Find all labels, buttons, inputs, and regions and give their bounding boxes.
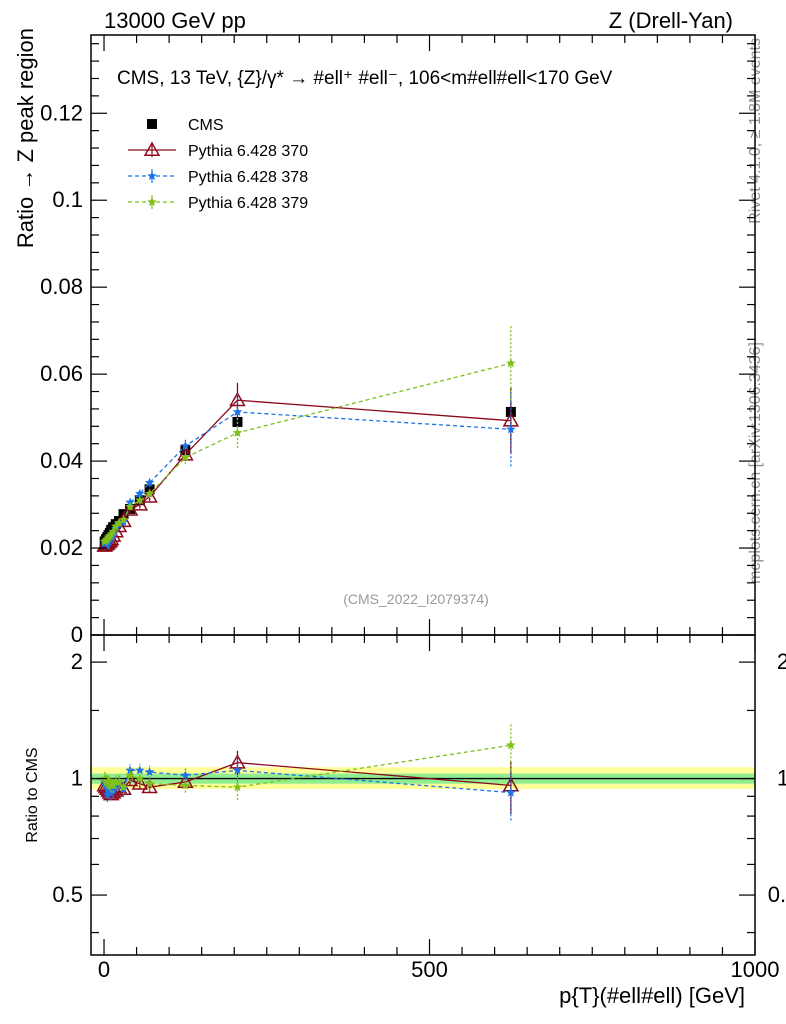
ratio-series-2-point <box>144 778 155 788</box>
main-series-1-point <box>131 496 149 511</box>
main-x-ticks <box>103 35 756 635</box>
x-axis-label: p{T}(#ell#ell) [GeV] <box>559 983 745 1008</box>
main-series-1-point <box>115 512 132 528</box>
ratio-y-tick-label-right: 0.5 <box>768 882 786 907</box>
main-y-tick-label: 0.02 <box>40 535 83 560</box>
legend: CMS Pythia 6.428 370 Pythia 6.428 378 Pythi… <box>128 117 308 212</box>
main-series-1-line <box>104 399 511 547</box>
main-series-3-point <box>114 517 124 527</box>
main-y-tick-label: 0.08 <box>40 274 83 299</box>
main-y-label: Ratio → Z peak region <box>13 28 38 248</box>
ratio-y-tick-label-right: 1 <box>777 766 786 791</box>
main-series-2-point <box>135 488 145 498</box>
main-y-tick-label: 0.1 <box>52 187 83 212</box>
legend-label-3: Pythia 6.428 379 <box>188 195 308 212</box>
x-tick-label: 0 <box>98 957 110 982</box>
ratio-panel: 0.5 0.5 1 1 2 2 0 500 1000 Ratio to CMS p{T}(#e… <box>24 634 786 1008</box>
legend-label-2: Pythia 6.428 378 <box>188 169 308 186</box>
main-series-2-point <box>506 424 516 434</box>
main-panel: 0 0.02 0.04 0.06 0.08 0.1 0.12 CMS, 13 TeV, {Z… <box>13 28 756 647</box>
ratio-y-label: Ratio to CMS <box>24 747 41 842</box>
main-series-2-point <box>102 540 112 550</box>
ratio-y-ticks: 0.5 0.5 1 1 2 2 <box>52 649 786 934</box>
legend-marker-0 <box>147 119 157 129</box>
main-series-2-line <box>104 411 511 548</box>
ratio-frame <box>90 634 756 956</box>
plot-title: CMS, 13 TeV, {Z}/γ* → #ell⁺ #ell⁻, 106<m… <box>117 68 613 89</box>
main-series-3-point <box>111 521 121 531</box>
main-series-3-point <box>118 514 129 524</box>
main-series-3-point <box>144 488 155 498</box>
main-series-3-point <box>125 501 135 511</box>
main-series-2-point <box>144 477 155 487</box>
ratio-series-1-point <box>506 787 516 797</box>
main-series-3-line <box>104 362 512 542</box>
header-left: 13000 GeV pp <box>104 8 246 33</box>
legend-label-1: Pythia 6.428 370 <box>188 143 308 160</box>
x-tick-label: 1000 <box>731 957 780 982</box>
ratio-plot-area <box>91 723 755 821</box>
x-tick-label: 500 <box>411 957 448 982</box>
ratio-series-2-point <box>232 782 243 792</box>
ratio-series-2-point <box>114 777 124 786</box>
main-y-ticks: 0 0.02 0.04 0.06 0.08 0.1 0.12 <box>40 43 755 647</box>
main-y-tick-label: 0.12 <box>40 100 83 125</box>
main-y-tick-label: 0.06 <box>40 361 83 386</box>
main-series-3-point <box>108 526 118 536</box>
watermark: (CMS_2022_I2079374) <box>343 591 489 607</box>
legend-marker-2 <box>147 171 157 180</box>
main-series-2-point <box>232 407 243 416</box>
main-y-tick-label: 0 <box>71 622 83 647</box>
ratio-series-2-point <box>135 773 145 783</box>
ratio-series-1-point <box>144 767 155 776</box>
main-series-3-point <box>180 452 191 462</box>
ratio-series-1-point <box>232 765 243 775</box>
ratio-series-2-point <box>180 780 191 790</box>
ratio-series-0-point <box>141 778 158 794</box>
main-series-3-point <box>232 427 243 437</box>
legend-marker-1 <box>143 141 161 156</box>
ratio-y-tick-label: 0.5 <box>52 882 83 907</box>
ratio-series-2-point <box>125 770 135 780</box>
ratio-y-tick-label-right: 2 <box>777 649 786 674</box>
main-y-tick-label: 0.04 <box>40 448 83 473</box>
legend-label-0: CMS <box>188 117 224 134</box>
main-series-3-point <box>506 358 516 368</box>
ratio-series-0-point <box>131 775 149 790</box>
legend-marker-3 <box>147 197 157 206</box>
ratio-x-ticks: 0 500 1000 <box>98 635 780 982</box>
main-series-2-point <box>180 440 191 450</box>
ratio-series-2-point <box>118 782 129 792</box>
main-plot-area <box>96 326 520 552</box>
ratio-series-1-point <box>135 765 145 775</box>
ratio-y-tick-label: 2 <box>71 649 83 674</box>
ratio-series-1-point <box>180 770 191 780</box>
ratio-y-tick-label: 1 <box>71 766 83 791</box>
main-series-1-point <box>229 391 246 407</box>
ratio-series-2-point <box>506 740 516 750</box>
header-right: Z (Drell-Yan) <box>609 8 733 33</box>
main-series-3-point <box>135 495 145 505</box>
